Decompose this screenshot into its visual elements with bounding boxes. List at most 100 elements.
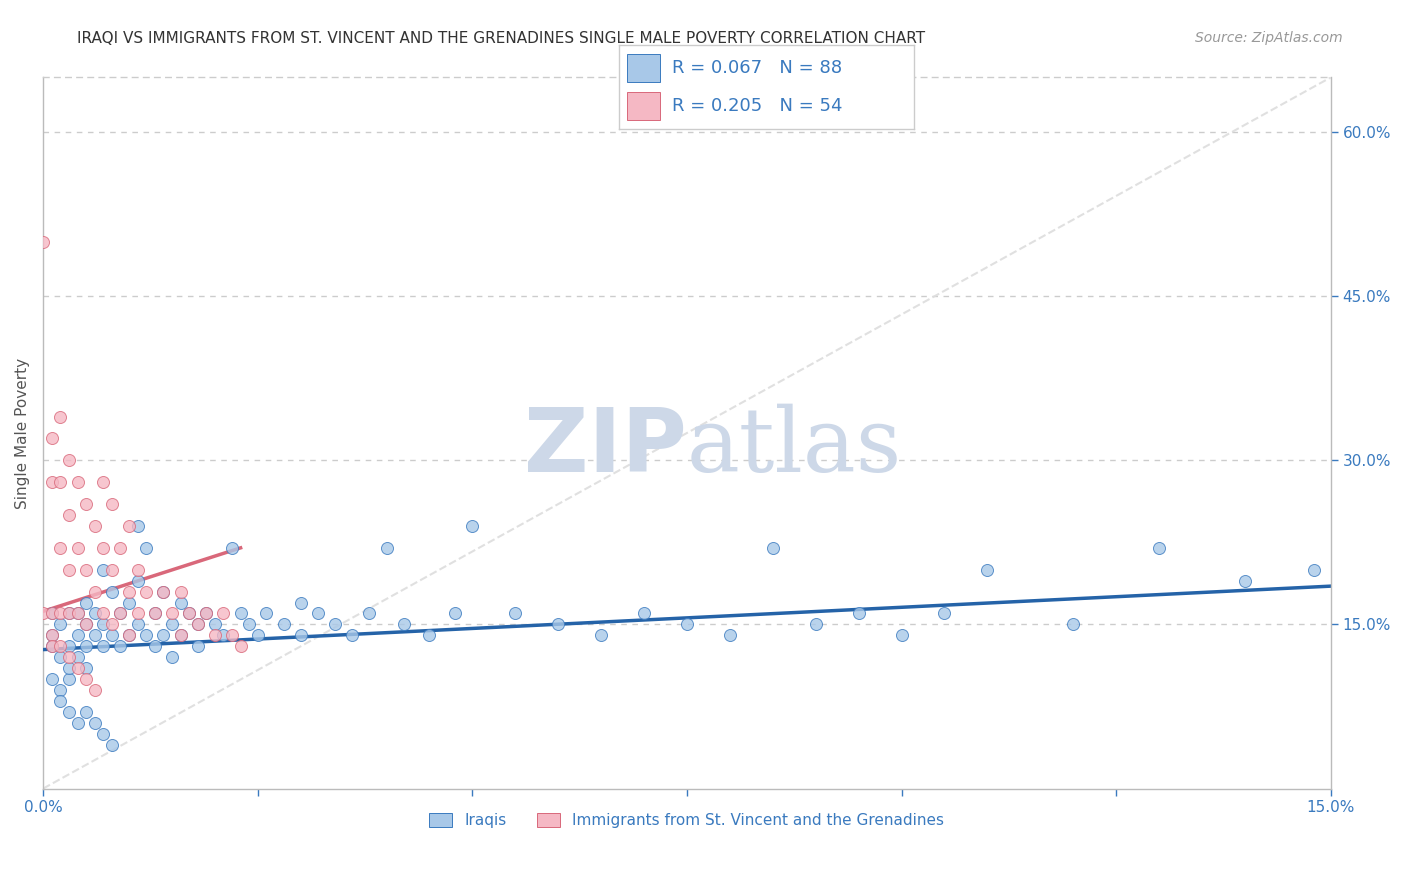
Point (66, 475, 89, 490)
Point (323, 617, 346, 632)
Point (143, 640, 166, 654)
Point (1233, 574, 1256, 588)
Point (359, 607, 381, 621)
Text: Source: ZipAtlas.com: Source: ZipAtlas.com (1195, 31, 1343, 45)
Point (212, 607, 235, 621)
Point (152, 584, 174, 599)
Point (676, 617, 699, 632)
Text: atlas: atlas (688, 403, 903, 491)
Point (444, 607, 467, 621)
Point (58, 661, 80, 675)
Point (58, 672, 80, 686)
Point (58, 563, 80, 577)
Point (169, 628, 191, 642)
Point (91, 727, 114, 741)
Point (66, 541, 89, 555)
Point (503, 607, 526, 621)
Point (75, 596, 97, 610)
Point (135, 628, 157, 642)
Point (32, 235, 55, 249)
Point (66, 715, 89, 730)
Point (101, 617, 124, 632)
Point (1147, 541, 1170, 555)
Point (143, 607, 166, 621)
Point (83, 607, 105, 621)
Point (290, 596, 312, 610)
Point (58, 650, 80, 665)
Point (58, 607, 80, 621)
Point (848, 607, 870, 621)
Point (340, 628, 363, 642)
Point (58, 705, 80, 719)
Point (91, 541, 114, 555)
Point (91, 617, 114, 632)
Point (461, 519, 484, 533)
Point (101, 497, 124, 511)
Point (307, 607, 329, 621)
Point (127, 519, 149, 533)
Point (41, 640, 63, 654)
Point (127, 607, 149, 621)
Point (212, 628, 235, 642)
Point (41, 607, 63, 621)
Point (49, 694, 72, 708)
Point (152, 628, 174, 642)
Point (41, 628, 63, 642)
Point (49, 683, 72, 698)
Point (591, 628, 613, 642)
Point (49, 409, 72, 424)
Point (75, 563, 97, 577)
Point (110, 640, 132, 654)
Point (75, 617, 97, 632)
Point (1302, 563, 1324, 577)
Point (118, 628, 141, 642)
Bar (627, 54, 659, 82)
Point (976, 563, 998, 577)
Point (66, 607, 89, 621)
Point (49, 607, 72, 621)
Point (110, 607, 132, 621)
Text: R = 0.067   N = 88: R = 0.067 N = 88 (672, 59, 842, 77)
Point (41, 432, 63, 446)
Point (221, 541, 243, 555)
Point (547, 617, 569, 632)
Point (229, 607, 252, 621)
Point (83, 584, 105, 599)
Point (41, 475, 63, 490)
Point (890, 628, 912, 642)
Point (91, 475, 114, 490)
Point (58, 508, 80, 522)
Point (101, 584, 124, 599)
Point (49, 640, 72, 654)
Point (160, 650, 183, 665)
Point (804, 617, 827, 632)
Point (75, 640, 97, 654)
Point (75, 705, 97, 719)
Point (195, 607, 218, 621)
Point (179, 607, 201, 621)
Point (49, 475, 72, 490)
Point (101, 563, 124, 577)
Point (75, 672, 97, 686)
Point (91, 640, 114, 654)
Legend: Iraqis, Immigrants from St. Vincent and the Grenadines: Iraqis, Immigrants from St. Vincent and … (423, 807, 950, 834)
Point (83, 628, 105, 642)
Point (91, 607, 114, 621)
Point (75, 497, 97, 511)
Point (221, 628, 243, 642)
Point (127, 574, 149, 588)
Point (934, 607, 956, 621)
Point (32, 607, 55, 621)
Point (66, 607, 89, 621)
Point (127, 617, 149, 632)
Point (229, 640, 252, 654)
Point (135, 541, 157, 555)
Point (66, 628, 89, 642)
Point (110, 541, 132, 555)
Point (75, 617, 97, 632)
Point (290, 628, 312, 642)
Point (118, 519, 141, 533)
Point (195, 607, 218, 621)
Point (160, 617, 183, 632)
Point (152, 584, 174, 599)
